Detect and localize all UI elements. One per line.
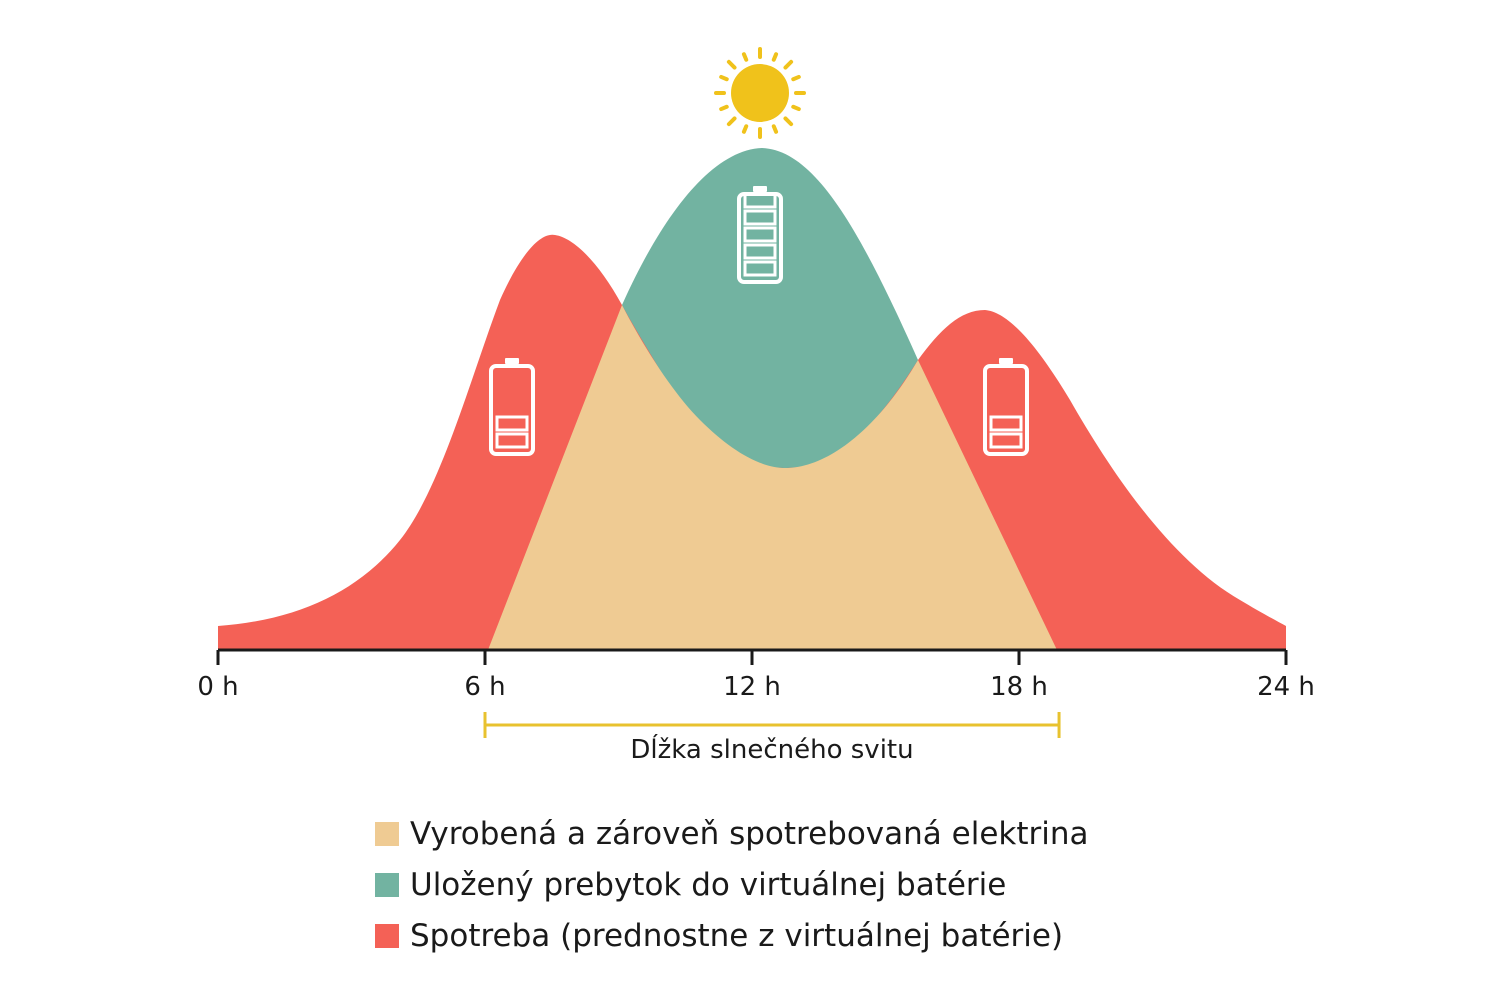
battery-body: [489, 364, 535, 456]
legend-swatch-stored-surplus: [375, 872, 399, 897]
sun-ray: [719, 104, 729, 112]
battery-cell: [743, 209, 777, 226]
battery-terminal: [999, 358, 1013, 364]
sun-ray: [791, 104, 801, 112]
stored-surplus-area: [622, 148, 918, 468]
sun-icon: [714, 47, 806, 139]
produced-consumed-area: [488, 305, 1057, 650]
sunshine-duration-label: Dĺžka slnečného svitu: [630, 733, 913, 765]
battery-body: [983, 364, 1029, 456]
axis-tick-label: 12 h: [723, 672, 781, 702]
battery-full-icon: [737, 186, 783, 284]
axis-tick-label: 24 h: [1257, 672, 1315, 702]
sun-ray: [791, 74, 801, 82]
battery-cell: [495, 432, 529, 449]
sun-ray: [741, 52, 749, 62]
sunshine-duration-bracket: [483, 712, 1061, 738]
battery-low-icon: [489, 358, 535, 456]
axis-tick-label: 18 h: [990, 672, 1048, 702]
battery-terminal: [505, 358, 519, 364]
sun-disc: [731, 64, 789, 122]
legend-label: Spotreba (prednostne z virtuálnej batéri…: [410, 917, 1064, 954]
legend-label: Uložený prebytok do virtuálnej batérie: [410, 866, 1007, 903]
battery-low-icon: [983, 358, 1029, 456]
sun-ray: [741, 124, 749, 134]
battery-cell: [743, 260, 777, 277]
axis-tick-label: 0 h: [197, 672, 238, 702]
sun-ray: [771, 52, 779, 62]
legend: Vyrobená a zároveň spotrebovaná elektrin…: [375, 808, 1089, 961]
sun-ray: [783, 59, 794, 70]
battery-cell: [989, 432, 1023, 449]
battery-cell: [495, 415, 529, 432]
axis-ticks: 0 h 6 h 12 h 18 h 24 h: [197, 650, 1315, 702]
battery-cell: [743, 243, 777, 260]
axis-tick-label: 6 h: [464, 672, 505, 702]
battery-cell: [743, 226, 777, 243]
sun-ray: [719, 74, 729, 82]
battery-cell: [743, 192, 777, 209]
battery-terminal: [753, 186, 767, 192]
legend-item-produced-consumed: Vyrobená a zároveň spotrebovaná elektrin…: [375, 808, 1089, 859]
legend-item-consumption: Spotreba (prednostne z virtuálnej batéri…: [375, 910, 1089, 961]
battery-cell: [989, 415, 1023, 432]
legend-item-stored-surplus: Uložený prebytok do virtuálnej batérie: [375, 859, 1089, 910]
legend-swatch-consumption: [375, 923, 399, 948]
legend-label: Vyrobená a zároveň spotrebovaná elektrin…: [410, 815, 1089, 852]
sun-ray: [726, 116, 737, 127]
sun-ray: [771, 124, 779, 134]
sun-ray: [783, 116, 794, 127]
legend-swatch-produced-consumed: [375, 821, 399, 846]
sun-ray: [726, 59, 737, 70]
